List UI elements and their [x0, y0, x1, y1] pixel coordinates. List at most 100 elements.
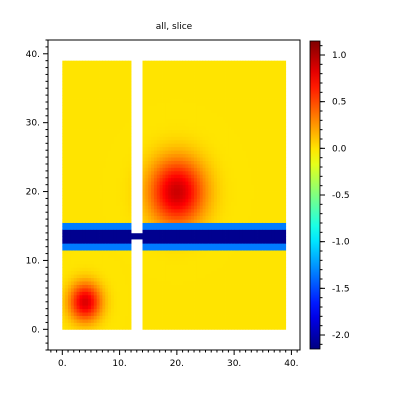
heatmap-cell: [162, 188, 166, 192]
heatmap-cell: [176, 325, 181, 330]
heatmap-cell: [119, 170, 123, 175]
heatmap-cell: [199, 150, 204, 155]
heatmap-cell: [88, 115, 92, 120]
heatmap-cell: [70, 102, 75, 106]
heatmap-cell: [219, 294, 224, 299]
heatmap-cell: [145, 129, 149, 134]
heatmap-cell: [176, 164, 181, 168]
heatmap-cell: [62, 305, 66, 310]
heatmap-cell: [113, 139, 118, 144]
heatmap-cell: [185, 205, 189, 210]
heatmap-cell: [219, 139, 224, 144]
heatmap-cell: [222, 308, 226, 313]
heatmap-cell: [202, 315, 206, 320]
heatmap-cell: [219, 170, 224, 175]
heatmap-cell: [113, 305, 118, 310]
heatmap-cell: [148, 274, 152, 279]
heatmap-cell: [142, 250, 146, 254]
heatmap-cell: [199, 291, 204, 296]
heatmap-cell: [254, 143, 258, 148]
heatmap-cell: [148, 184, 152, 189]
heatmap-cell: [214, 284, 218, 289]
heatmap-cell: [145, 74, 149, 79]
heatmap-cell: [142, 205, 146, 210]
heatmap-cell: [93, 98, 98, 103]
heatmap-cell: [254, 150, 258, 155]
heatmap-cell: [248, 294, 252, 299]
heatmap-cell: [234, 129, 238, 134]
heatmap-cell: [162, 205, 166, 210]
heatmap-cell: [159, 284, 163, 289]
heatmap-cell: [159, 322, 163, 327]
heatmap-cell: [65, 133, 69, 137]
heatmap-cell: [234, 71, 238, 75]
heatmap-cell: [148, 126, 152, 130]
heatmap-cell: [248, 150, 252, 155]
heatmap-cell: [113, 167, 118, 172]
heatmap-cell: [93, 294, 98, 299]
heatmap-cell: [142, 91, 146, 96]
heatmap-cell: [111, 115, 115, 120]
heatmap-cell: [108, 319, 112, 323]
heatmap-cell: [65, 143, 69, 148]
heatmap-cell: [125, 312, 129, 316]
heatmap-cell: [205, 212, 209, 217]
heatmap-cell: [76, 122, 80, 127]
heatmap-cell: [248, 243, 252, 248]
heatmap-cell: [234, 201, 238, 206]
heatmap-cell: [79, 322, 83, 327]
heatmap-cell: [188, 108, 192, 113]
heatmap-cell: [153, 71, 158, 75]
heatmap-cell: [122, 195, 126, 199]
heatmap-cell: [239, 305, 244, 310]
heatmap-cell: [151, 325, 155, 330]
heatmap-cell: [182, 191, 186, 196]
heatmap-cell: [113, 301, 118, 306]
heatmap-cell: [70, 146, 75, 151]
heatmap-cell: [205, 77, 209, 82]
heatmap-cell: [153, 250, 158, 254]
heatmap-cell: [88, 308, 92, 313]
heatmap-cell: [153, 139, 158, 144]
heatmap-cell: [191, 143, 195, 148]
heatmap-cell: [196, 308, 201, 313]
heatmap-cell: [68, 263, 72, 268]
heatmap-cell: [182, 212, 186, 217]
heatmap-cell: [108, 157, 112, 161]
heatmap-cell: [242, 146, 246, 151]
heatmap-cell: [248, 167, 252, 172]
heatmap-cell: [208, 64, 212, 68]
heatmap-cell: [185, 294, 189, 299]
heatmap-cell: [251, 122, 255, 127]
heatmap-cell: [196, 257, 201, 261]
heatmap-cell: [73, 174, 78, 179]
heatmap-cell: [99, 181, 103, 186]
heatmap-cell: [62, 294, 66, 299]
heatmap-cell: [68, 198, 72, 203]
heatmap-cell: [214, 222, 218, 227]
heatmap-cell: [125, 281, 129, 285]
heatmap-cell: [165, 119, 169, 124]
heatmap-cell: [231, 74, 235, 79]
heatmap-cell: [251, 325, 255, 330]
heatmap-cell: [216, 60, 221, 65]
heatmap-cell: [145, 236, 149, 241]
heatmap-cell: [234, 153, 238, 158]
heatmap-cell: [191, 153, 195, 158]
heatmap-cell: [228, 91, 232, 96]
heatmap-cell: [105, 250, 109, 254]
heatmap-cell: [251, 170, 255, 175]
heatmap-cell: [65, 77, 69, 82]
heatmap-cell: [119, 64, 123, 68]
heatmap-cell: [219, 150, 224, 155]
heatmap-cell: [65, 291, 69, 296]
heatmap-cell: [68, 257, 72, 261]
heatmap-cell: [208, 84, 212, 89]
heatmap-cell: [234, 108, 238, 113]
heatmap-cell: [65, 198, 69, 203]
heatmap-cell: [165, 301, 169, 306]
heatmap-cell: [122, 77, 126, 82]
heatmap-cell: [76, 246, 80, 251]
heatmap-cell: [145, 208, 149, 213]
heatmap-cell: [99, 67, 103, 72]
